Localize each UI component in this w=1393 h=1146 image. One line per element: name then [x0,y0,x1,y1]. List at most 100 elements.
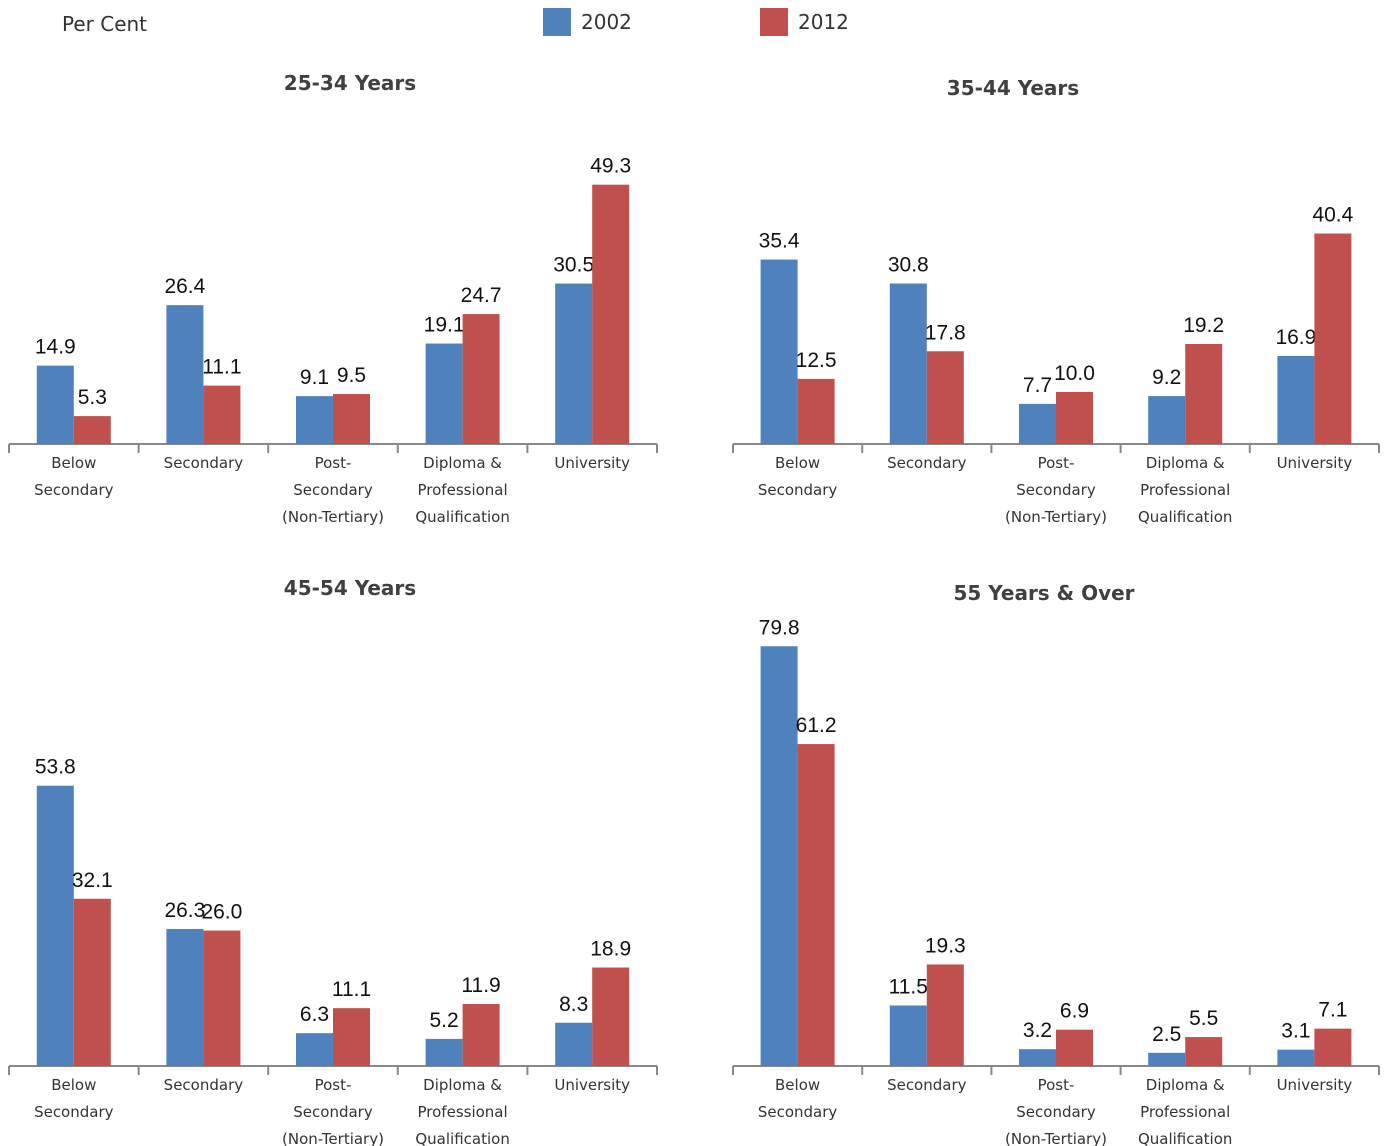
legend-label-2012: 2012 [798,10,849,34]
bar-2012 [592,967,630,1066]
data-label-2012: 40.4 [1312,204,1353,227]
bar-2002 [1277,1049,1315,1066]
data-label-2002: 16.9 [1275,326,1316,349]
bar-2002 [166,928,204,1066]
x-tick-label: Post-Secondary (Non-Tertiary) [282,1076,384,1146]
bar-2002 [1019,403,1056,444]
bar-2012 [926,351,964,444]
chart-title: 55 Years & Over [953,581,1134,605]
data-label-2002: 26.3 [164,899,205,922]
bar-2002 [36,365,74,444]
data-label-2012: 17.8 [925,321,966,344]
data-label-2002: 35.4 [759,230,800,253]
data-label-2002: 9.2 [1152,366,1181,389]
bar-2002 [166,305,204,444]
chart-3: 45-54 Years 53.8 32.1 Below Secondary 26.326.… [8,576,658,1146]
data-label-2012: 6.9 [1060,1000,1089,1023]
data-label-2002: 30.8 [888,254,929,277]
x-tick-label: Secondary [164,1076,244,1094]
data-label-2012: 19.2 [1183,314,1224,337]
data-label-2012: 11.9 [461,974,500,997]
bar-2012 [797,744,835,1066]
bar-2002 [425,1038,463,1066]
bar-2002 [760,259,798,444]
data-label-2012: 61.2 [796,714,837,737]
data-label-2012: 10.0 [1054,362,1095,385]
bar-2012 [73,416,111,444]
data-label-2002: 9.1 [300,366,329,389]
x-tick-label: Below Secondary [758,454,838,499]
bar-2002 [1148,396,1186,444]
data-label-2012: 7.1 [1318,999,1347,1022]
bar-2012 [1185,1037,1223,1066]
data-label-2012: 32.1 [72,869,113,892]
bar-2012 [1314,233,1352,444]
chart-1: 25-34 Years 14.9 5.3 Below Secondary 26.4 11.1… [8,71,658,526]
data-label-2002: 79.8 [759,616,800,639]
bar-2012 [1185,343,1223,444]
x-tick-label: Post-Secondary (Non-Tertiary) [282,454,384,526]
data-label-2002: 19.1 [424,314,465,337]
x-tick-label: Post-Secondary (Non-Tertiary) [1005,454,1107,526]
bar-2012 [1314,1028,1352,1066]
data-label-2012: 9.5 [337,364,366,387]
data-label-2012: 49.3 [590,155,631,178]
legend-item-2002: 2002 [543,8,632,36]
x-tick-label: University [1277,1076,1353,1094]
y-axis-label: Per Cent [62,12,148,36]
data-label-2002: 5.2 [429,1009,458,1032]
chart-title: 25-34 Years [284,71,416,95]
bar-2002 [296,396,333,444]
bar-2002 [296,1033,333,1066]
chart-2: 35-44 Years 35.4 12.5 Below Secondary 30.8 17.… [732,76,1380,526]
bar-2012 [1056,1029,1093,1066]
bar-2012 [1056,391,1093,444]
legend-swatch-2012 [760,8,788,36]
bar-2002 [36,785,74,1066]
bar-2012 [462,314,500,444]
x-tick-label: University [1277,454,1353,472]
bar-2002 [555,283,593,444]
chart-title: 35-44 Years [947,76,1079,100]
data-label-2012: 5.5 [1189,1007,1218,1030]
data-label-2012: 5.3 [78,386,107,409]
bar-2012 [462,1004,500,1066]
chart-4: 55 Years & Over 79.8 61.2 Below Secondary 11.… [732,581,1380,1146]
data-label-2012: 11.1 [332,978,371,1001]
x-tick-label: Secondary [887,454,967,472]
data-label-2002: 26.4 [164,275,205,298]
bar-2012 [73,898,111,1066]
x-tick-label: University [554,1076,630,1094]
legend-label-2002: 2002 [581,10,632,34]
bar-2012 [592,184,630,444]
data-label-2002: 14.9 [35,336,76,359]
data-label-2012: 26.0 [201,901,242,924]
x-tick-label: Secondary [164,454,244,472]
data-label-2012: 18.9 [590,938,631,961]
data-label-2002: 3.2 [1023,1019,1052,1042]
bar-2002 [889,283,927,444]
chart-title: 45-54 Years [284,576,416,600]
x-tick-label: Diploma & Professional Qualification [415,454,509,526]
bar-2002 [889,1005,927,1066]
bar-2012 [797,378,835,444]
bar-2012 [203,385,241,444]
data-label-2002: 7.7 [1023,374,1052,397]
data-label-2002: 2.5 [1152,1023,1181,1046]
x-tick-label: Diploma & Professional Qualification [1138,1076,1232,1146]
bar-2012 [333,394,370,444]
x-tick-label: Diploma & Professional Qualification [1138,454,1232,526]
data-label-2002: 53.8 [35,756,76,779]
data-label-2012: 24.7 [461,284,502,307]
bar-2012 [926,964,964,1066]
data-label-2002: 6.3 [300,1003,329,1026]
bar-2002 [1148,1052,1186,1066]
data-label-2002: 11.5 [889,976,928,999]
data-label-2002: 8.3 [559,993,588,1016]
bar-2002 [1277,355,1315,444]
data-label-2012: 12.5 [796,349,837,372]
bar-2002 [425,343,463,444]
data-label-2012: 19.3 [925,934,966,957]
x-tick-label: Post-Secondary (Non-Tertiary) [1005,1076,1107,1146]
